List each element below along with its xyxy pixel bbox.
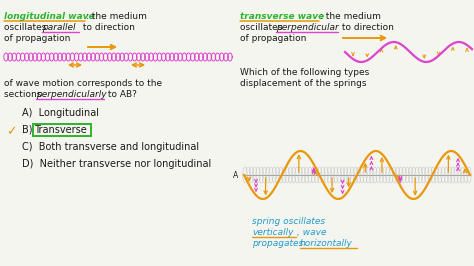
Text: oscillates: oscillates bbox=[240, 23, 285, 32]
Text: displacement of the springs: displacement of the springs bbox=[240, 79, 366, 88]
Text: B): B) bbox=[22, 125, 39, 135]
Text: of propagation: of propagation bbox=[240, 34, 306, 43]
Text: : the medium: : the medium bbox=[320, 12, 381, 21]
Text: oscillates: oscillates bbox=[4, 23, 52, 32]
Text: vertically: vertically bbox=[252, 228, 293, 237]
Text: parallel: parallel bbox=[42, 23, 75, 32]
Text: A)  Longitudinal: A) Longitudinal bbox=[22, 108, 99, 118]
Text: D)  Neither transverse nor longitudinal: D) Neither transverse nor longitudinal bbox=[22, 159, 211, 169]
Text: to direction: to direction bbox=[80, 23, 135, 32]
Text: perpendicularly: perpendicularly bbox=[36, 90, 107, 99]
Text: perpendicular: perpendicular bbox=[276, 23, 339, 32]
Text: sections: sections bbox=[4, 90, 44, 99]
Text: C)  Both transverse and longitudinal: C) Both transverse and longitudinal bbox=[22, 142, 199, 152]
Text: of propagation: of propagation bbox=[4, 34, 70, 43]
Text: longitudinal wave: longitudinal wave bbox=[4, 12, 95, 21]
Text: propagates: propagates bbox=[252, 239, 306, 248]
Text: to direction: to direction bbox=[339, 23, 394, 32]
Text: Which of the following types: Which of the following types bbox=[240, 68, 369, 77]
Text: A: A bbox=[233, 171, 238, 180]
Text: B: B bbox=[473, 171, 474, 180]
Bar bbox=[33, 124, 91, 136]
Text: of wave motion corresponds to the: of wave motion corresponds to the bbox=[4, 79, 162, 88]
Text: horizontally: horizontally bbox=[300, 239, 353, 248]
Text: ✓: ✓ bbox=[6, 125, 17, 138]
Text: transverse wave: transverse wave bbox=[240, 12, 324, 21]
Text: , wave: , wave bbox=[297, 228, 327, 237]
Text: to AB?: to AB? bbox=[105, 90, 137, 99]
Text: : the medium: : the medium bbox=[86, 12, 147, 21]
Text: Transverse: Transverse bbox=[34, 125, 87, 135]
Text: spring oscillates: spring oscillates bbox=[252, 217, 325, 226]
